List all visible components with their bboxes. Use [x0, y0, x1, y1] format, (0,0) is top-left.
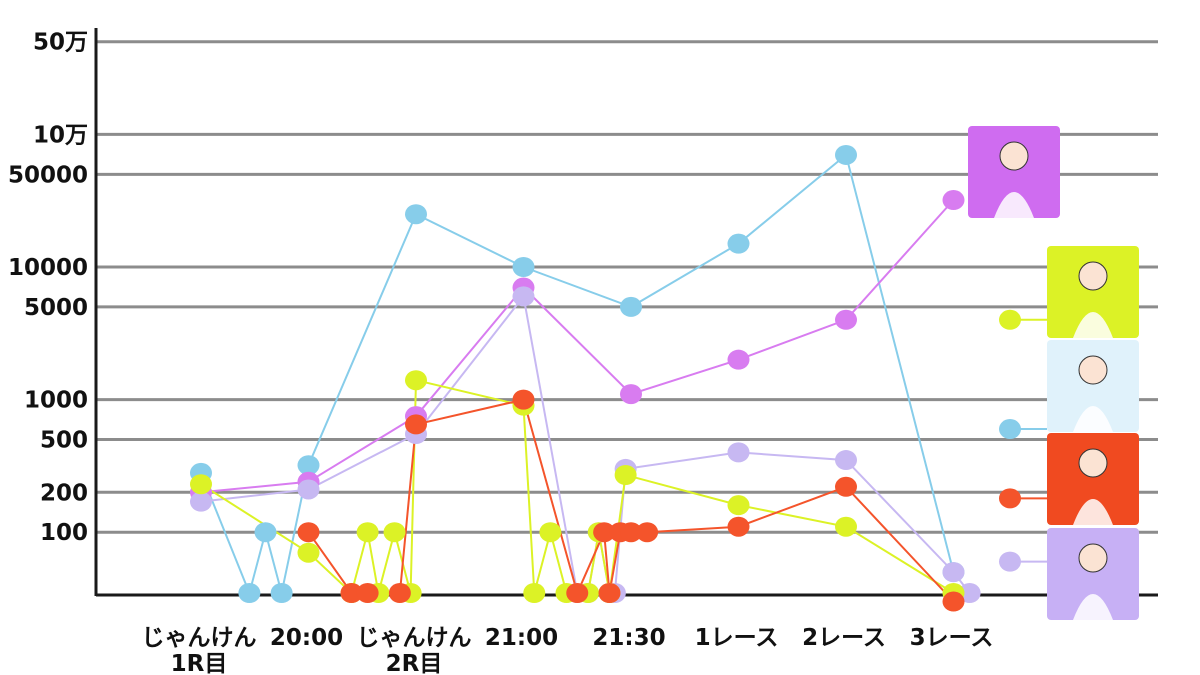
data-point [356, 583, 379, 603]
legend-entry [999, 528, 1139, 620]
data-point [727, 516, 750, 537]
avatar-tile [1047, 340, 1139, 432]
legend-dot [999, 419, 1021, 440]
avatar-body-icon [994, 192, 1034, 218]
data-point [297, 522, 320, 543]
data-point [512, 257, 535, 277]
y-tick-label: 5000 [24, 295, 88, 321]
data-point [942, 562, 965, 583]
legend-entry [999, 340, 1139, 440]
data-point [614, 465, 637, 486]
avatar-tile [968, 126, 1060, 218]
data-point [512, 389, 535, 410]
x-tick-label: 1レース [695, 625, 779, 651]
data-point [835, 516, 857, 537]
data-point [942, 190, 965, 211]
data-point [620, 522, 642, 543]
data-point [190, 474, 212, 495]
series [190, 144, 981, 612]
legend-entry [999, 433, 1139, 525]
data-point [620, 296, 642, 317]
data-point [297, 479, 320, 500]
elf-girl-icon [1078, 448, 1108, 478]
avatar-body-icon [1073, 406, 1113, 432]
legend-dot [999, 488, 1021, 509]
avatar-tile [1047, 433, 1139, 525]
series-line [200, 199, 955, 494]
horned-girl-icon [1078, 543, 1108, 573]
data-point [566, 583, 589, 603]
legend-entry [968, 126, 1060, 218]
x-tick-label: 21:30 [592, 625, 665, 651]
y-tick-label: 10000 [8, 255, 88, 281]
rabbit-girl-icon [1078, 355, 1108, 385]
data-point [620, 384, 642, 405]
cat-girl-icon [999, 141, 1029, 171]
y-tick-label: 200 [40, 480, 88, 506]
data-point [297, 542, 320, 563]
y-tick-label: 100 [40, 520, 88, 546]
data-point [254, 522, 277, 543]
data-point [835, 476, 857, 497]
y-tick-label: 500 [40, 428, 88, 454]
gridlines [96, 40, 1158, 534]
data-point [727, 233, 750, 254]
data-point [523, 583, 546, 603]
data-point [593, 522, 616, 543]
data-point [405, 204, 427, 225]
data-point [727, 349, 750, 370]
avatar-body-icon [1073, 312, 1113, 338]
avatar-body-icon [1073, 594, 1113, 620]
data-point [388, 583, 411, 603]
cap-girl-icon [1078, 261, 1108, 291]
y-tick-label: 50000 [8, 162, 88, 188]
x-tick-label: じゃんけん [357, 625, 472, 651]
data-point [835, 309, 857, 330]
legend [968, 126, 1139, 620]
x-tick-label: 3レース [910, 625, 994, 651]
x-tick-label: 2レース [802, 625, 886, 651]
legend-entry [999, 246, 1139, 338]
data-point [835, 144, 857, 165]
x-tick-label: 1R目 [171, 651, 228, 675]
legend-dot [999, 309, 1021, 330]
y-axis-ticks: 100 200 500 1000 5000 10000 50000 10万 50万 [8, 30, 88, 546]
data-point [356, 522, 379, 543]
data-point [238, 583, 261, 603]
y-tick-label: 1000 [24, 388, 88, 414]
data-point [190, 491, 212, 512]
data-point [405, 370, 427, 391]
x-tick-label: 20:00 [270, 625, 343, 651]
data-point [942, 591, 965, 612]
avatar-tile [1047, 528, 1139, 620]
data-point [598, 583, 621, 603]
y-tick-label: 10万 [33, 122, 88, 148]
data-point [539, 522, 562, 543]
x-tick-label: 21:00 [485, 625, 558, 651]
data-point [636, 522, 659, 543]
data-point [297, 455, 320, 476]
legend-dot [999, 551, 1021, 572]
data-point [958, 583, 981, 603]
data-point [727, 495, 750, 516]
data-point [383, 522, 406, 543]
data-point [727, 442, 750, 463]
data-point [270, 583, 293, 603]
data-point [512, 286, 535, 307]
x-tick-label: 2R目 [386, 651, 443, 675]
data-point [340, 583, 363, 603]
avatar-body-icon [1073, 499, 1113, 525]
data-point [405, 414, 427, 435]
y-tick-label: 50万 [33, 30, 88, 56]
data-point [835, 450, 857, 471]
x-tick-label: じゃんけん [142, 625, 257, 651]
avatar-tile [1047, 246, 1139, 338]
